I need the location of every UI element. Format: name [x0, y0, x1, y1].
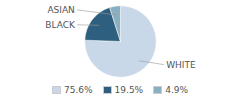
html-text:4.9%: 4.9%: [165, 85, 188, 95]
html-text:75.6%: 75.6%: [64, 85, 93, 95]
html-text:19.5%: 19.5%: [114, 85, 144, 95]
svg-text:WHITE: WHITE: [166, 59, 196, 69]
svg-text:ASIAN: ASIAN: [47, 5, 74, 15]
svg-text:BLACK: BLACK: [45, 20, 76, 30]
